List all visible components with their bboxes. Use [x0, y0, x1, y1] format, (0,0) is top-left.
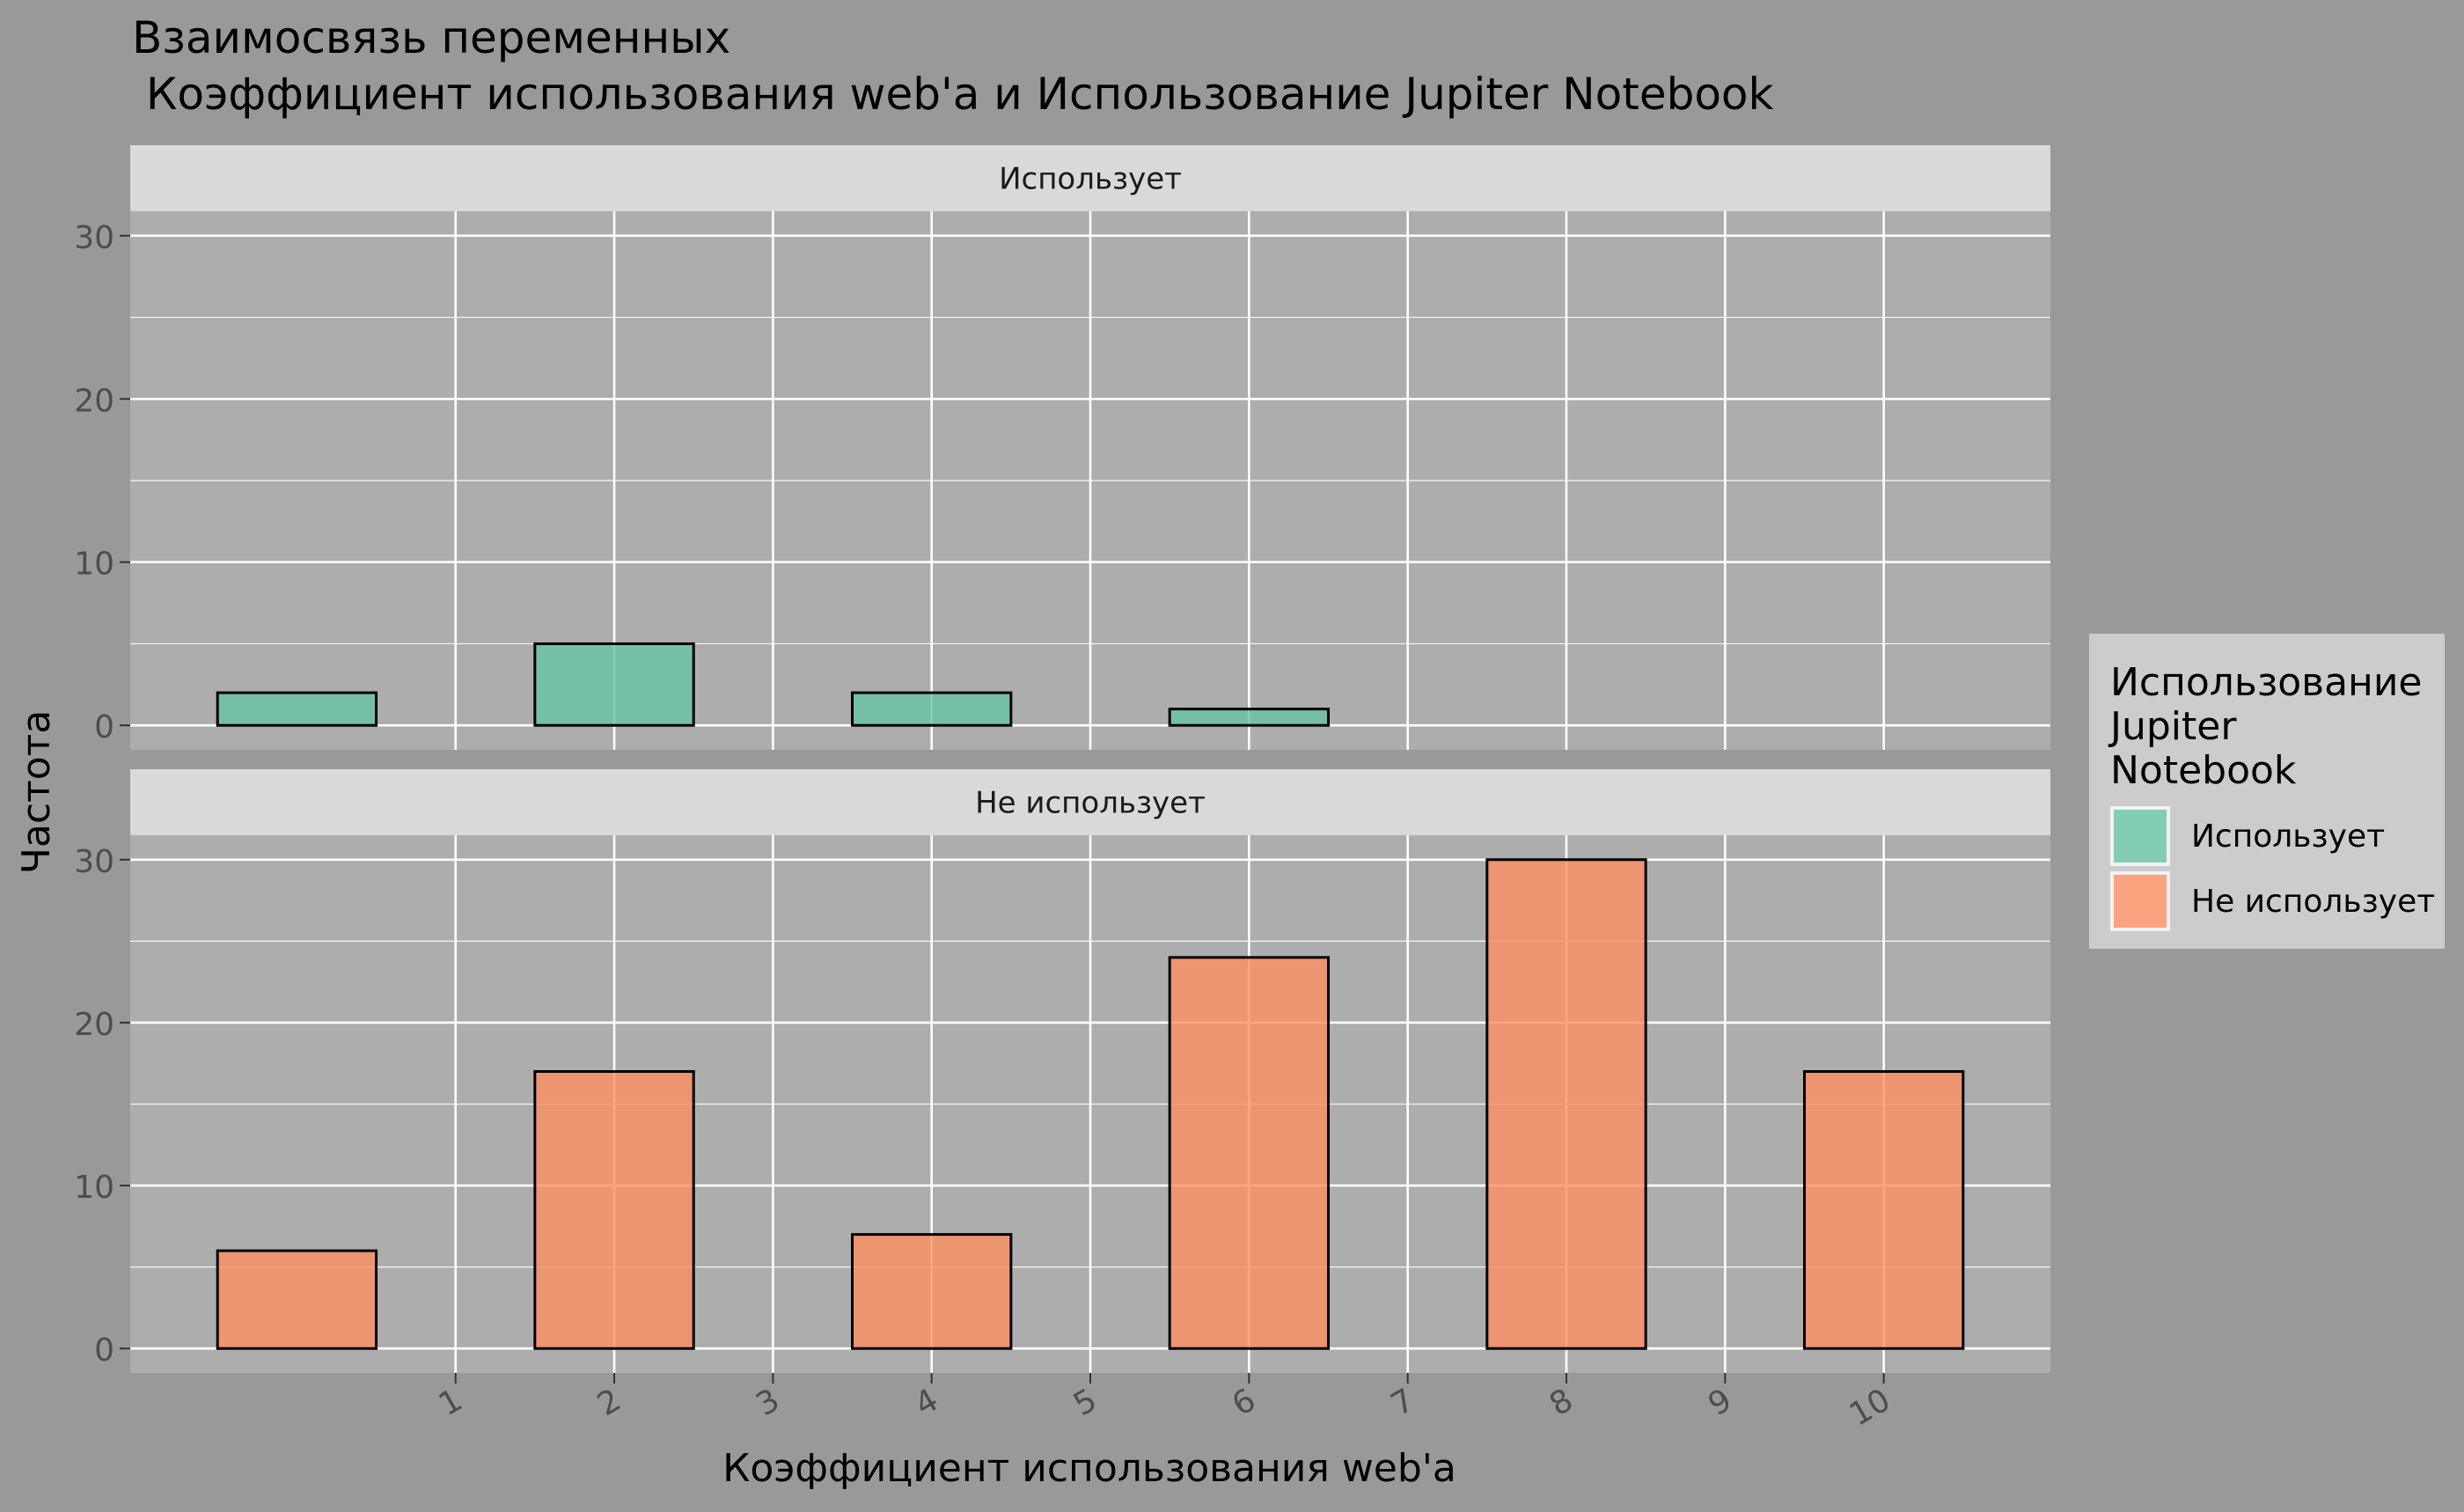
histogram-bar	[1168, 708, 1330, 727]
x-axis-title: Коэффициент использования web'a	[722, 1446, 1456, 1491]
histogram-bar	[1168, 956, 1330, 1350]
facet-panel: 0 10 20 30 Не использует	[74, 769, 2050, 1373]
legend-title: Notebook	[2110, 748, 2297, 793]
histogram-bar	[851, 1233, 1013, 1350]
y-tick-label: 0	[94, 1332, 114, 1369]
y-tick-label: 10	[74, 547, 114, 583]
facet-panel: 0 10 20 30 Использует	[74, 145, 2050, 750]
facet-strip-label: Использует	[999, 162, 1182, 197]
legend-key	[2114, 875, 2167, 928]
y-tick-label: 20	[74, 383, 114, 419]
legend-title: Jupiter	[2108, 704, 2237, 749]
legend-title: Использование	[2110, 660, 2423, 705]
histogram-bar	[533, 642, 695, 727]
y-tick-label: 30	[74, 220, 114, 256]
histogram-bar	[851, 691, 1013, 727]
y-tick-label: 10	[74, 1170, 114, 1206]
facet-strip-label: Не использует	[975, 786, 1206, 821]
legend-key	[2114, 810, 2167, 862]
chart-title-line1: Взаимосвязь переменных	[132, 12, 730, 63]
facet-panels: 0 10 20 30 Использует 0 10 20 30 Не использует	[74, 145, 2050, 1373]
histogram-bar	[533, 1069, 695, 1350]
facet-strip	[130, 769, 2050, 835]
histogram-bar	[1802, 1069, 1965, 1350]
legend-label: Использует	[2191, 818, 2385, 855]
y-tick-label: 20	[74, 1007, 114, 1043]
y-tick-label: 30	[74, 844, 114, 880]
y-tick-label: 0	[94, 709, 114, 745]
chart-title-line2: Коэффициент использования web'a и Исполь…	[132, 69, 1773, 120]
y-axis-title: Частота	[14, 710, 59, 874]
facet-strip	[130, 145, 2050, 211]
histogram-bar	[1485, 858, 1647, 1350]
histogram-bar	[216, 1249, 378, 1350]
legend-label: Не использует	[2191, 884, 2435, 920]
histogram-bar	[216, 691, 378, 727]
